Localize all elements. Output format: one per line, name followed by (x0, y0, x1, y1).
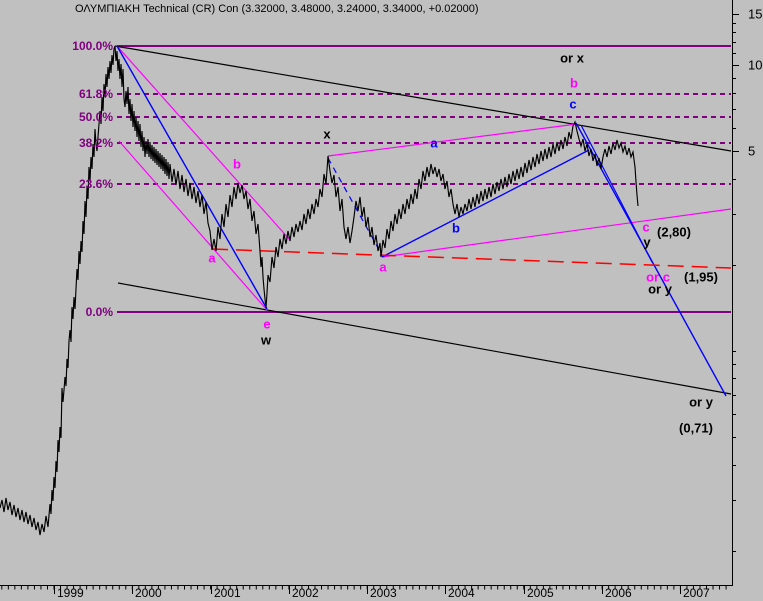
wave-e-2001[interactable]: e (263, 316, 271, 332)
fib-label-61.8%: 61.8% (78, 87, 113, 101)
fib-label-23.6%: 23.6% (78, 177, 113, 191)
triangle-blue-lower[interactable] (381, 149, 590, 258)
wave-w-2001[interactable]: w (260, 332, 272, 348)
wave-or-y-right[interactable]: or y (648, 281, 672, 297)
x-axis-label-2004: 2004 (448, 586, 475, 600)
channel-magenta-lower[interactable] (118, 140, 268, 311)
target-0-71[interactable]: (0,71) (679, 420, 713, 436)
wave-or-x-2005[interactable]: or x (560, 50, 584, 66)
x-axis-label-2001: 2001 (214, 586, 241, 600)
fib-label-100.0%: 100.0% (72, 39, 113, 53)
wave-or-c-right[interactable]: or c (646, 269, 670, 285)
support-magenta-rising[interactable] (381, 208, 732, 258)
target-1-95[interactable]: (1,95) (684, 269, 718, 285)
fib-label-50.0%: 50.0% (78, 110, 113, 124)
y-axis-label-5: 5 (748, 143, 756, 159)
wave-b-2004[interactable]: b (452, 220, 460, 236)
channel-magenta-upper[interactable] (116, 45, 291, 241)
x-axis-label-2007: 2007 (683, 586, 710, 600)
trendline-lower-black[interactable] (117, 282, 732, 395)
wave-y-right[interactable]: y (643, 234, 651, 250)
wave-c-2005[interactable]: c (569, 96, 577, 112)
wave-b-2000[interactable]: b (233, 156, 241, 172)
wave-a-2003[interactable]: a (379, 259, 387, 275)
wave-c-right[interactable]: c (642, 219, 650, 235)
x-axis-label-2003: 2003 (370, 586, 397, 600)
x-axis-label-2000: 2000 (135, 586, 162, 600)
x-axis-label-2005: 2005 (527, 586, 554, 600)
wave-x-2002[interactable]: x (323, 126, 331, 142)
wave-a-1999[interactable]: a (208, 250, 216, 266)
fib-label-38.2%: 38.2% (78, 136, 113, 150)
trendline-blue-peak-to-low[interactable] (116, 45, 268, 310)
x-axis-label-2006: 2006 (605, 586, 632, 600)
triangle-magenta-upper[interactable] (327, 123, 578, 157)
target-2-80[interactable]: (2,80) (657, 224, 691, 240)
y-axis-label-15: 15 (748, 6, 763, 22)
target-red-dashed[interactable] (211, 248, 732, 269)
x-axis-label-1999: 1999 (57, 586, 84, 600)
chart-title: ΟΛΥΜΠΙΑΚΗ Technical (CR) Con (3.32000, 3… (75, 3, 479, 15)
price-series[interactable] (0, 45, 639, 536)
x-axis-label-2002: 2002 (292, 586, 319, 600)
wave-b-2005[interactable]: b (570, 75, 578, 91)
trendline-upper-black[interactable] (114, 45, 732, 152)
projection-blue-down-second[interactable] (580, 124, 653, 263)
y-axis-label-10: 10 (748, 57, 763, 73)
wave-or-y-low[interactable]: or y (689, 394, 713, 410)
wave-a-2004[interactable]: a (430, 135, 438, 151)
fib-label-0.0%: 0.0% (85, 305, 113, 319)
